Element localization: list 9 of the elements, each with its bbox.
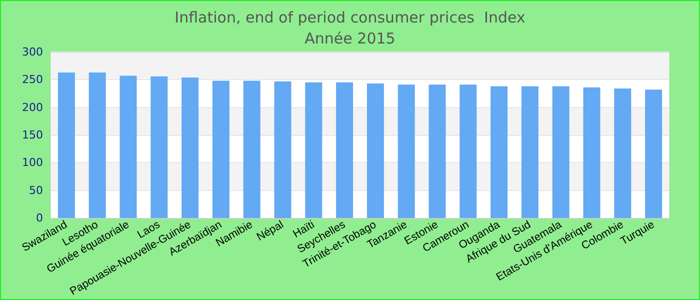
y-tick-label: 0 xyxy=(36,211,43,224)
y-tick-label: 300 xyxy=(22,46,43,58)
y-tick-label: 100 xyxy=(22,156,43,170)
y-tick-label: 150 xyxy=(22,128,43,142)
y-tick-label: 250 xyxy=(22,73,43,86)
y-tick-label: 200 xyxy=(22,100,43,114)
chart-subtitle: Année 2015 xyxy=(304,30,396,48)
chart-title: Inflation, end of period consumer prices Index xyxy=(174,8,526,26)
y-tick-label: 50 xyxy=(29,184,43,197)
